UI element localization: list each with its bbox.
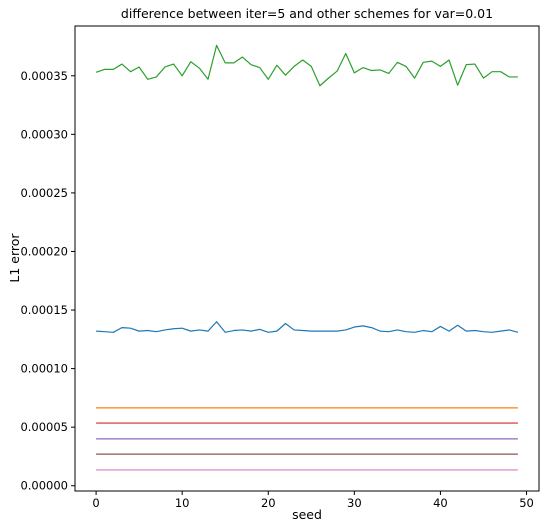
y-tick-label: 0.00010 xyxy=(20,362,68,376)
x-tick-label: 20 xyxy=(261,496,276,510)
y-tick-label: 0.00000 xyxy=(20,479,68,493)
x-axis-title: seed xyxy=(292,507,322,522)
series-layer xyxy=(95,44,519,471)
series-line-2 xyxy=(96,321,519,333)
x-tick-label: 10 xyxy=(175,496,190,510)
y-tick-label: 0.00005 xyxy=(20,420,68,434)
y-tick-label: 0.00035 xyxy=(20,69,68,83)
x-axis-ticks: 0 10 20 30 40 50 xyxy=(92,491,534,510)
x-tick-label: 50 xyxy=(519,496,534,510)
y-axis-title: L1 error xyxy=(7,233,22,283)
chart-title: difference between iter=5 and other sche… xyxy=(121,6,493,21)
x-tick-label: 40 xyxy=(433,496,448,510)
x-tick-label: 30 xyxy=(347,496,362,510)
y-tick-label: 0.00020 xyxy=(20,244,68,258)
y-tick-label: 0.00025 xyxy=(20,186,68,200)
series-line-1 xyxy=(95,44,518,87)
y-tick-label: 0.00030 xyxy=(20,127,68,141)
y-tick-label: 0.00015 xyxy=(20,303,68,317)
y-axis-ticks: 0.00000 0.00005 0.00010 0.00015 0.00020 0.000… xyxy=(20,69,75,493)
x-tick-label: 0 xyxy=(92,496,99,510)
plot-frame xyxy=(74,25,540,492)
